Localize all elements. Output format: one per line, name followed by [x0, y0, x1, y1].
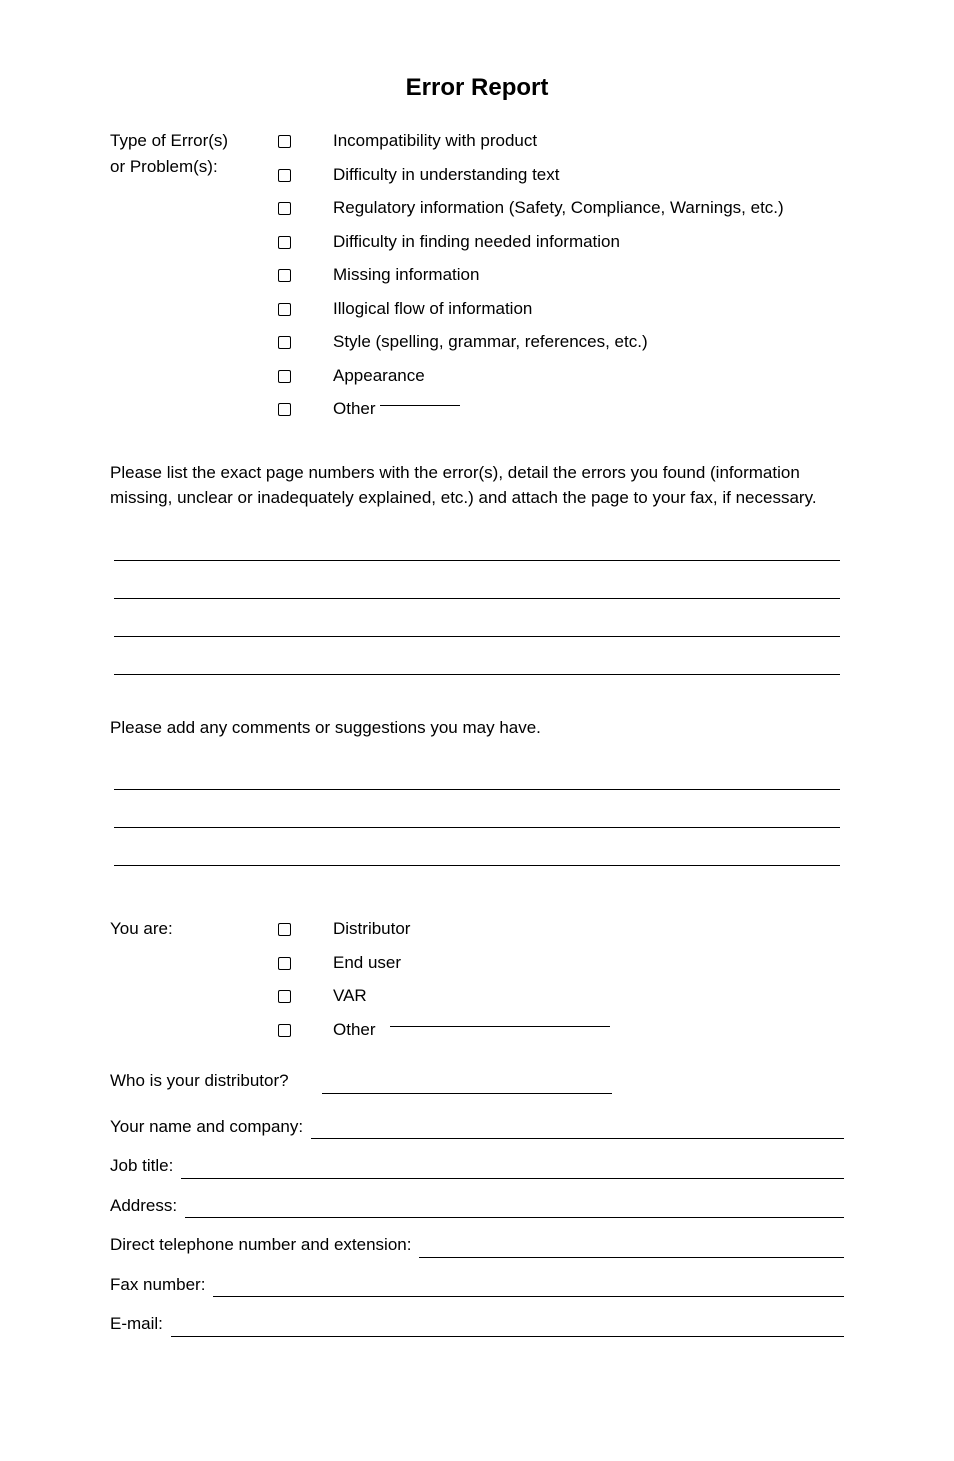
instruction-pages: Please list the exact page numbers with …	[110, 460, 844, 511]
checkbox-icon[interactable]	[278, 957, 291, 970]
write-line	[114, 752, 840, 790]
instruction-comments: Please add any comments or suggestions y…	[110, 715, 844, 741]
checkbox-row: Missing information	[278, 262, 844, 288]
address-input-line[interactable]	[185, 1202, 844, 1218]
fax-row: Fax number:	[110, 1272, 844, 1298]
checkbox-row: Difficulty in finding needed information	[278, 229, 844, 255]
error-type-section: Type of Error(s) or Problem(s): Incompat…	[110, 128, 844, 430]
checkbox-label: Difficulty in finding needed information	[333, 229, 620, 255]
checkbox-row-other: Other	[278, 1017, 844, 1043]
fax-label: Fax number:	[110, 1272, 205, 1298]
checkbox-label: Distributor	[333, 916, 410, 942]
name-company-input-line[interactable]	[311, 1123, 844, 1139]
job-title-input-line[interactable]	[181, 1163, 844, 1179]
job-title-label: Job title:	[110, 1153, 173, 1179]
checkbox-row: Incompatibility with product	[278, 128, 844, 154]
error-type-label-line2: or Problem(s):	[110, 154, 278, 180]
checkbox-label: Missing information	[333, 262, 479, 288]
email-label: E-mail:	[110, 1311, 163, 1337]
you-are-options: Distributor End user VAR Other	[278, 916, 844, 1050]
checkbox-icon[interactable]	[278, 370, 291, 383]
checkbox-label: Regulatory information (Safety, Complian…	[333, 195, 784, 221]
distributor-input-line[interactable]	[322, 1078, 612, 1094]
name-company-label: Your name and company:	[110, 1114, 303, 1140]
checkbox-icon[interactable]	[278, 923, 291, 936]
distributor-label: Who is your distributor?	[110, 1068, 322, 1094]
checkbox-icon[interactable]	[278, 169, 291, 182]
phone-input-line[interactable]	[419, 1242, 844, 1258]
page-title: Error Report	[110, 70, 844, 106]
checkbox-label: Incompatibility with product	[333, 128, 537, 154]
checkbox-icon[interactable]	[278, 336, 291, 349]
checkbox-icon[interactable]	[278, 403, 291, 416]
checkbox-label-other: Other	[333, 1017, 376, 1043]
checkbox-row: Illogical flow of information	[278, 296, 844, 322]
checkbox-label: Style (spelling, grammar, references, et…	[333, 329, 648, 355]
checkbox-icon[interactable]	[278, 135, 291, 148]
phone-row: Direct telephone number and extension:	[110, 1232, 844, 1258]
write-line	[114, 790, 840, 828]
write-area-1[interactable]	[110, 523, 844, 675]
checkbox-row: Difficulty in understanding text	[278, 162, 844, 188]
email-row: E-mail:	[110, 1311, 844, 1337]
checkbox-label: Difficulty in understanding text	[333, 162, 559, 188]
checkbox-icon[interactable]	[278, 269, 291, 282]
name-company-row: Your name and company:	[110, 1114, 844, 1140]
error-type-label-line1: Type of Error(s)	[110, 128, 278, 154]
write-area-2[interactable]	[110, 752, 844, 866]
write-line	[114, 637, 840, 675]
checkbox-label: Illogical flow of information	[333, 296, 532, 322]
email-input-line[interactable]	[171, 1321, 844, 1337]
checkbox-label-other: Other	[333, 396, 376, 422]
checkbox-icon[interactable]	[278, 303, 291, 316]
address-label: Address:	[110, 1193, 177, 1219]
write-line	[114, 523, 840, 561]
you-are-section: You are: Distributor End user VAR Other	[110, 916, 844, 1050]
write-line	[114, 561, 840, 599]
fax-input-line[interactable]	[213, 1281, 844, 1297]
write-line	[114, 599, 840, 637]
error-type-label: Type of Error(s) or Problem(s):	[110, 128, 278, 430]
error-type-options: Incompatibility with product Difficulty …	[278, 128, 844, 430]
checkbox-row: Distributor	[278, 916, 844, 942]
checkbox-row: Regulatory information (Safety, Complian…	[278, 195, 844, 221]
checkbox-row-other: Other	[278, 396, 844, 422]
checkbox-row: Appearance	[278, 363, 844, 389]
checkbox-label: End user	[333, 950, 401, 976]
other-input-line[interactable]	[390, 1026, 610, 1027]
checkbox-row: VAR	[278, 983, 844, 1009]
phone-label: Direct telephone number and extension:	[110, 1232, 411, 1258]
you-are-label: You are:	[110, 916, 278, 1050]
address-row: Address:	[110, 1193, 844, 1219]
distributor-row: Who is your distributor?	[110, 1068, 844, 1094]
checkbox-icon[interactable]	[278, 236, 291, 249]
checkbox-label: VAR	[333, 983, 367, 1009]
job-title-row: Job title:	[110, 1153, 844, 1179]
write-line	[114, 828, 840, 866]
checkbox-icon[interactable]	[278, 990, 291, 1003]
checkbox-icon[interactable]	[278, 1024, 291, 1037]
checkbox-row: End user	[278, 950, 844, 976]
checkbox-row: Style (spelling, grammar, references, et…	[278, 329, 844, 355]
checkbox-label: Appearance	[333, 363, 425, 389]
other-input-line[interactable]	[380, 405, 460, 406]
checkbox-icon[interactable]	[278, 202, 291, 215]
